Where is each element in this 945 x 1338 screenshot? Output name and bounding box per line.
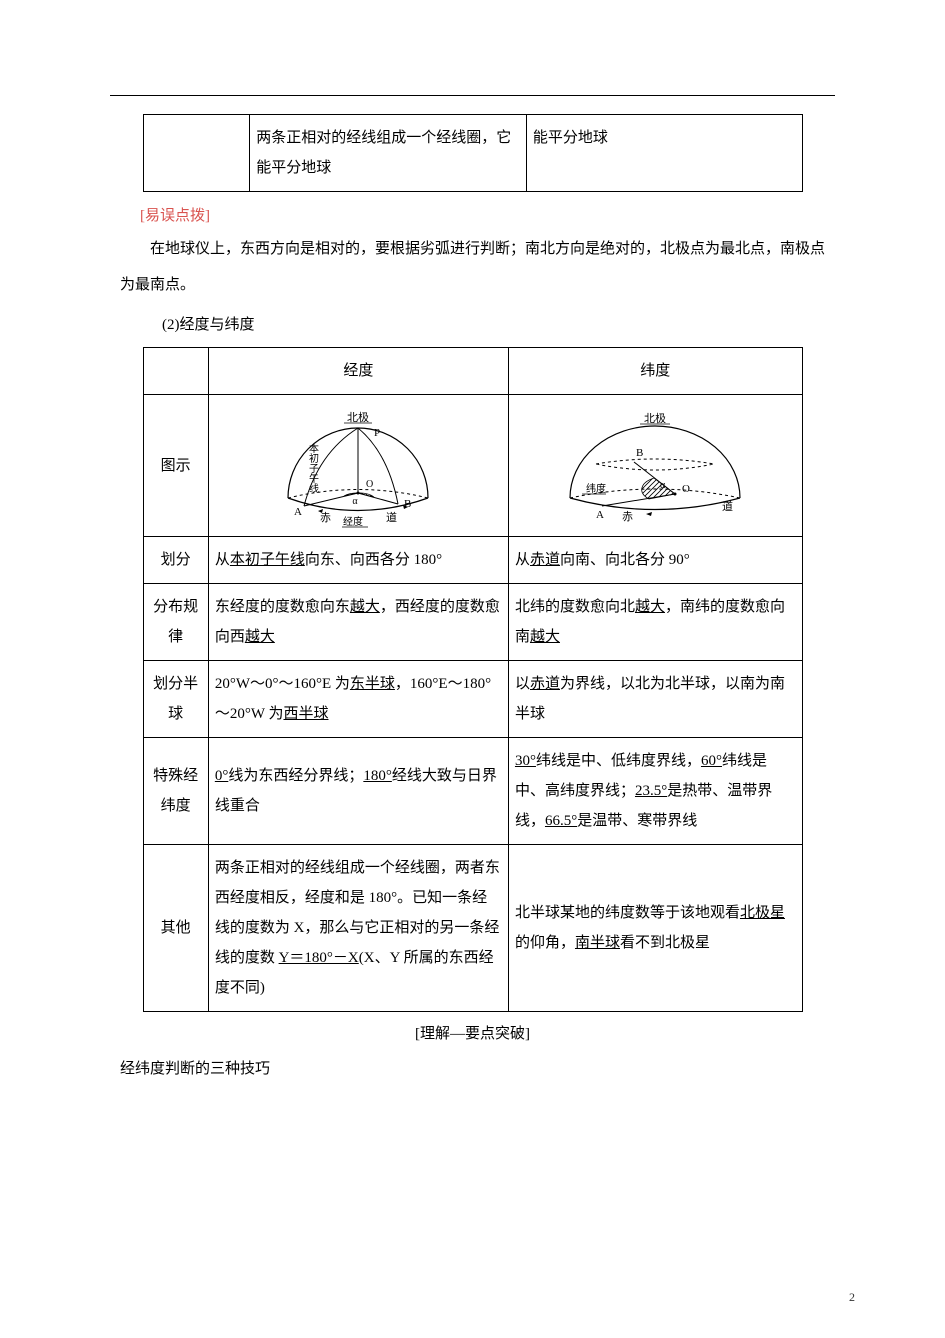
page-number: 2 xyxy=(849,1290,855,1305)
r2-label: 分布规律 xyxy=(143,584,208,661)
r1-c3: 从赤道向南、向北各分 90° xyxy=(508,537,802,584)
lbl-O2: O xyxy=(682,483,690,495)
t: 20°W～0°～160°E 为 xyxy=(215,676,350,692)
r4-c3: 30°纬线是中、低纬度界线，60°纬线是中、高纬度界线；23.5°是热带、温带界… xyxy=(508,738,802,845)
lbl-eq-l2: 赤 xyxy=(622,510,633,523)
r3-label: 划分半球 xyxy=(143,661,208,738)
t: 向东、向西各分 180° xyxy=(305,552,442,568)
top-table-cell-3: 能平分地球 xyxy=(526,115,802,192)
r5-c2: 两条正相对的经线组成一个经线圈，两者东西经度相反，经度和是 180°。已知一条经… xyxy=(208,845,508,1012)
t: 的仰角， xyxy=(515,935,575,951)
r2-c3: 北纬的度数愈向北越大，南纬的度数愈向南越大 xyxy=(508,584,802,661)
lbl-alpha2: α xyxy=(660,480,666,491)
top-table-cell-2: 两条正相对的经线组成一个经线圈，它能平分地球 xyxy=(250,115,527,192)
u: 0° xyxy=(215,768,229,784)
t: 看不到北极星 xyxy=(620,935,710,951)
t: 北纬的度数愈向北 xyxy=(515,599,635,615)
main-table: 经度 纬度 图示 xyxy=(143,347,803,1012)
row-diagram-label: 图示 xyxy=(143,395,208,537)
u: 60° xyxy=(701,753,722,769)
tip-text: 在地球仪上，东西方向是相对的，要根据劣弧进行判断；南北方向是绝对的，北极点为最北… xyxy=(110,231,835,303)
u: 30° xyxy=(515,753,536,769)
t: 纬线是中、低纬度界线， xyxy=(536,753,701,769)
latitude-diagram: 北极 B O α 纬度 A 赤 道 xyxy=(550,406,760,526)
lbl-A: A xyxy=(294,506,302,518)
top-table-fragment: 两条正相对的经线组成一个经线圈，它能平分地球 能平分地球 xyxy=(143,114,803,192)
u: 南半球 xyxy=(575,935,620,951)
r4-label: 特殊经纬度 xyxy=(143,738,208,845)
u: 23.5° xyxy=(635,783,667,799)
u: 赤道 xyxy=(530,676,560,692)
lbl-B2: B xyxy=(636,447,643,459)
header-rule xyxy=(110,95,835,96)
lbl-P: P xyxy=(374,427,380,439)
u: 66.5° xyxy=(545,813,577,829)
u: 西半球 xyxy=(283,706,328,722)
sub-heading: (2)经度与纬度 xyxy=(162,307,835,343)
tip-label: [易误点拨] xyxy=(140,204,835,225)
t: 以 xyxy=(515,676,530,692)
u: 东半球 xyxy=(350,676,395,692)
t: 北半球某地的纬度数等于该地观看 xyxy=(515,905,740,921)
lbl-meridian: 本初子午线 xyxy=(307,442,319,493)
r1-c2: 从本初子午线向东、向西各分 180° xyxy=(208,537,508,584)
lbl-jingdu: 经度 xyxy=(343,515,363,528)
r3-c3: 以赤道为界线，以北为北半球，以南为南半球 xyxy=(508,661,802,738)
lbl-eq-l: 赤 xyxy=(320,511,331,524)
th-longitude: 经度 xyxy=(208,348,508,395)
lbl-weidu: 纬度 xyxy=(586,482,606,495)
u: 赤道 xyxy=(530,552,560,568)
t: 从 xyxy=(515,552,530,568)
t: 线为东西经分界线； xyxy=(228,768,363,784)
r2-c2: 东经度的度数愈向东越大，西经度的度数愈向西越大 xyxy=(208,584,508,661)
r5-label: 其他 xyxy=(143,845,208,1012)
lbl-O: O xyxy=(366,479,373,490)
lbl-eq-r2: 道 xyxy=(722,499,733,513)
lbl-north: 北极 xyxy=(347,410,369,424)
t: 东经度的度数愈向东 xyxy=(215,599,350,615)
u: Y＝180°－X xyxy=(279,950,359,966)
u: 越大 xyxy=(635,599,665,615)
t: 是温带、寒带界线 xyxy=(577,813,697,829)
section-subheading: [理解—要点突破] xyxy=(110,1022,835,1043)
diagram-longitude-cell: 北极 P 本初子午线 O α A B 赤 道 经度 xyxy=(208,395,508,537)
bottom-line: 经纬度判断的三种技巧 xyxy=(120,1051,835,1087)
u: 越大 xyxy=(245,629,275,645)
r4-c2: 0°线为东西经分界线；180°经线大致与日界线重合 xyxy=(208,738,508,845)
longitude-diagram: 北极 P 本初子午线 O α A B 赤 道 经度 xyxy=(258,403,458,528)
u: 北极星 xyxy=(740,905,785,921)
lbl-alpha: α xyxy=(353,496,359,507)
diagram-latitude-cell: 北极 B O α 纬度 A 赤 道 xyxy=(508,395,802,537)
u: 本初子午线 xyxy=(230,552,305,568)
lbl-eq-r: 道 xyxy=(386,510,397,524)
t: 向南、向北各分 90° xyxy=(560,552,690,568)
lbl-north2: 北极 xyxy=(644,411,666,425)
lbl-A2: A xyxy=(596,509,604,521)
th-blank xyxy=(143,348,208,395)
th-latitude: 纬度 xyxy=(508,348,802,395)
r3-c2: 20°W～0°～160°E 为东半球，160°E～180°～20°W 为西半球 xyxy=(208,661,508,738)
top-table-cell-empty xyxy=(143,115,250,192)
u: 越大 xyxy=(530,629,560,645)
u: 越大 xyxy=(350,599,380,615)
t: 从 xyxy=(215,552,230,568)
u: 180° xyxy=(363,768,392,784)
r1-label: 划分 xyxy=(143,537,208,584)
r5-c3: 北半球某地的纬度数等于该地观看北极星的仰角，南半球看不到北极星 xyxy=(508,845,802,1012)
lbl-B: B xyxy=(404,498,411,510)
